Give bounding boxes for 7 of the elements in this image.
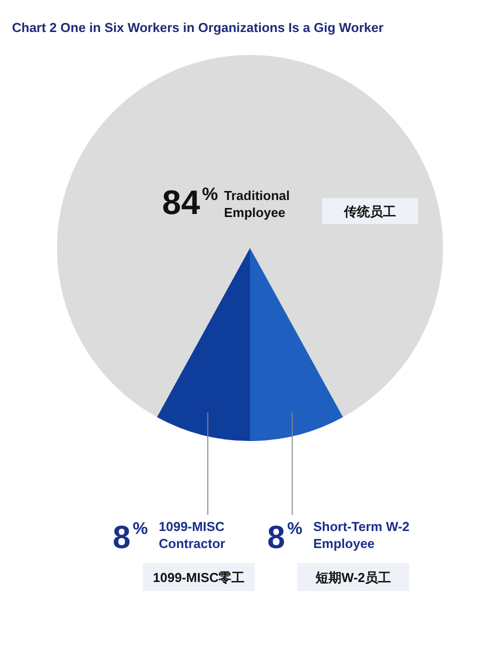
slice-label: Traditional Employee	[224, 188, 290, 220]
slice-label: 1099-MISC Contractor	[158, 519, 226, 551]
data-label: 8%	[267, 519, 302, 555]
slice-label: Short-Term W-2 Employee	[313, 519, 410, 551]
data-label: 84%	[162, 184, 218, 222]
data-label: 8%	[112, 519, 148, 555]
chart-title: Chart 2 One in Six Workers in Organizations Is a Gig Worker	[12, 20, 384, 35]
